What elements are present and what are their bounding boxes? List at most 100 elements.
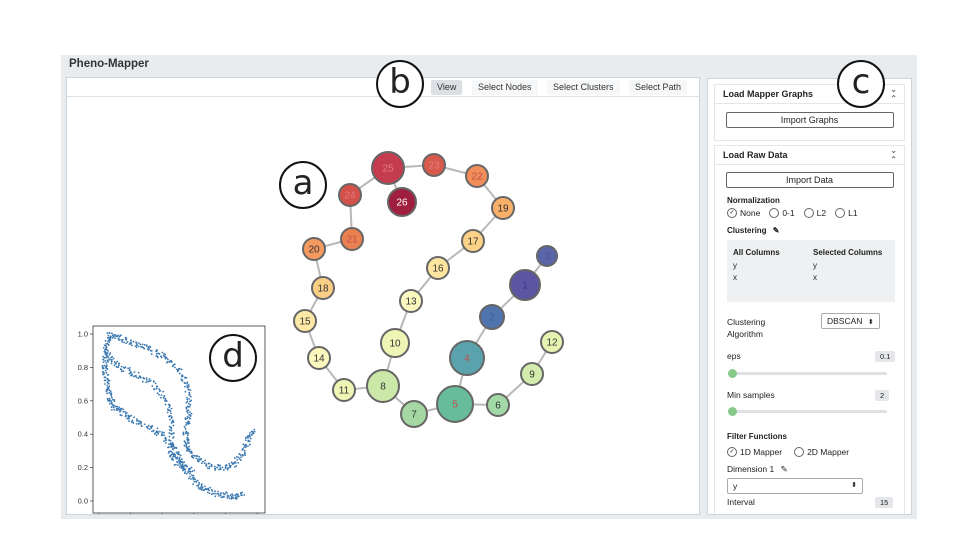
graph-node-17[interactable]: 17 (461, 229, 485, 253)
node-circle[interactable] (340, 227, 364, 251)
node-circle[interactable] (461, 229, 485, 253)
scatter-point (228, 497, 231, 500)
node-circle[interactable] (520, 362, 544, 386)
all-column-item[interactable]: y (733, 261, 737, 270)
graph-node-2[interactable]: 2 (479, 304, 505, 330)
graph-node-7[interactable]: 7 (400, 400, 428, 428)
min-samples-slider[interactable] (729, 410, 887, 413)
node-circle[interactable] (311, 276, 335, 300)
scatter-point (127, 367, 129, 370)
scatter-point (208, 462, 211, 465)
norm-none-radio[interactable]: ✓ None (727, 208, 760, 218)
clustering-algorithm-select[interactable]: DBSCAN ⬍ (821, 313, 880, 329)
norm-01-radio[interactable]: 0-1 (769, 208, 795, 218)
graph-node-1[interactable]: 1 (509, 269, 541, 301)
load-mapper-header[interactable]: Load Mapper Graphs ⌄ ⌃ (715, 85, 904, 104)
scatter-point (111, 332, 113, 335)
graph-node-4[interactable]: 4 (449, 340, 485, 376)
node-circle[interactable] (399, 289, 423, 313)
norm-l2-radio[interactable]: L2 (803, 208, 826, 218)
selected-column-item[interactable]: x (813, 273, 817, 282)
node-circle[interactable] (371, 151, 405, 185)
eps-slider[interactable] (729, 372, 887, 375)
graph-node-16[interactable]: 16 (426, 256, 450, 280)
graph-node-3[interactable]: 3 (536, 245, 558, 267)
mapper-1d-radio[interactable]: ✓ 1D Mapper (727, 447, 782, 457)
graph-node-8[interactable]: 8 (366, 369, 400, 403)
node-circle[interactable] (540, 330, 564, 354)
node-circle[interactable] (426, 256, 450, 280)
node-circle[interactable] (387, 187, 417, 217)
scatter-point (105, 371, 108, 374)
import-data-button[interactable]: Import Data (725, 172, 894, 188)
scatter-point (104, 348, 106, 351)
graph-node-10[interactable]: 10 (380, 328, 410, 358)
view-button[interactable]: View (431, 80, 463, 95)
graph-node-24[interactable]: 24 (338, 183, 362, 207)
node-circle[interactable] (449, 340, 485, 376)
eps-slider-handle[interactable] (728, 369, 738, 378)
pencil-icon[interactable]: ✎ (772, 226, 780, 235)
scatter-point (209, 486, 212, 489)
dimension-select[interactable]: y ⬍ (727, 478, 863, 494)
select-nodes-button[interactable]: Select Nodes (472, 80, 538, 95)
node-label: 23 (428, 161, 440, 172)
pencil-icon[interactable]: ✎ (780, 464, 788, 474)
scatter-point (187, 432, 190, 435)
collapse-chevron-icon[interactable]: ⌄ ⌃ (890, 85, 897, 103)
scatter-point (185, 449, 188, 452)
scatter-point (201, 483, 203, 486)
scatter-point (185, 443, 188, 446)
all-column-item[interactable]: x (733, 273, 737, 282)
node-circle[interactable] (380, 328, 410, 358)
graph-node-9[interactable]: 9 (520, 362, 544, 386)
scatter-point (246, 435, 249, 437)
graph-node-26[interactable]: 26 (387, 187, 417, 217)
select-clusters-button[interactable]: Select Clusters (547, 80, 620, 95)
scatter-point (161, 431, 164, 434)
selected-column-item[interactable]: y (813, 261, 817, 270)
import-graphs-button[interactable]: Import Graphs (725, 112, 894, 128)
graph-node-23[interactable]: 23 (422, 153, 446, 177)
graph-node-25[interactable]: 25 (371, 151, 405, 185)
node-circle[interactable] (491, 196, 515, 220)
graph-node-20[interactable]: 20 (302, 237, 326, 261)
graph-node-19[interactable]: 19 (491, 196, 515, 220)
node-circle[interactable] (307, 346, 331, 370)
select-path-button[interactable]: Select Path (629, 80, 688, 95)
scatter-point (190, 478, 192, 480)
scatter-point (131, 344, 133, 347)
collapse-chevron-icon[interactable]: ⌄ ⌃ (890, 146, 897, 164)
graph-node-5[interactable]: 5 (436, 385, 474, 423)
graph-node-21[interactable]: 21 (340, 227, 364, 251)
min-samples-slider-handle[interactable] (728, 407, 738, 416)
node-circle[interactable] (536, 245, 558, 267)
graph-node-13[interactable]: 13 (399, 289, 423, 313)
node-circle[interactable] (338, 183, 362, 207)
scatter-point (107, 356, 110, 359)
node-circle[interactable] (400, 400, 428, 428)
graph-node-11[interactable]: 11 (332, 378, 356, 402)
node-circle[interactable] (302, 237, 326, 261)
node-circle[interactable] (486, 393, 510, 417)
load-raw-header[interactable]: Load Raw Data ⌄ ⌃ (715, 146, 904, 165)
graph-node-14[interactable]: 14 (307, 346, 331, 370)
node-circle[interactable] (293, 309, 317, 333)
norm-l1-radio[interactable]: L1 (835, 208, 858, 218)
mapper-2d-radio[interactable]: 2D Mapper (794, 447, 849, 457)
graph-node-12[interactable]: 12 (540, 330, 564, 354)
node-circle[interactable] (479, 304, 505, 330)
node-circle[interactable] (332, 378, 356, 402)
graph-node-22[interactable]: 22 (465, 164, 489, 188)
scatter-point (189, 470, 192, 473)
node-circle[interactable] (436, 385, 474, 423)
graph-node-6[interactable]: 6 (486, 393, 510, 417)
graph-node-18[interactable]: 18 (311, 276, 335, 300)
node-circle[interactable] (465, 164, 489, 188)
scatter-point (214, 495, 217, 498)
node-circle[interactable] (509, 269, 541, 301)
graph-node-15[interactable]: 15 (293, 309, 317, 333)
node-circle[interactable] (366, 369, 400, 403)
node-circle[interactable] (422, 153, 446, 177)
